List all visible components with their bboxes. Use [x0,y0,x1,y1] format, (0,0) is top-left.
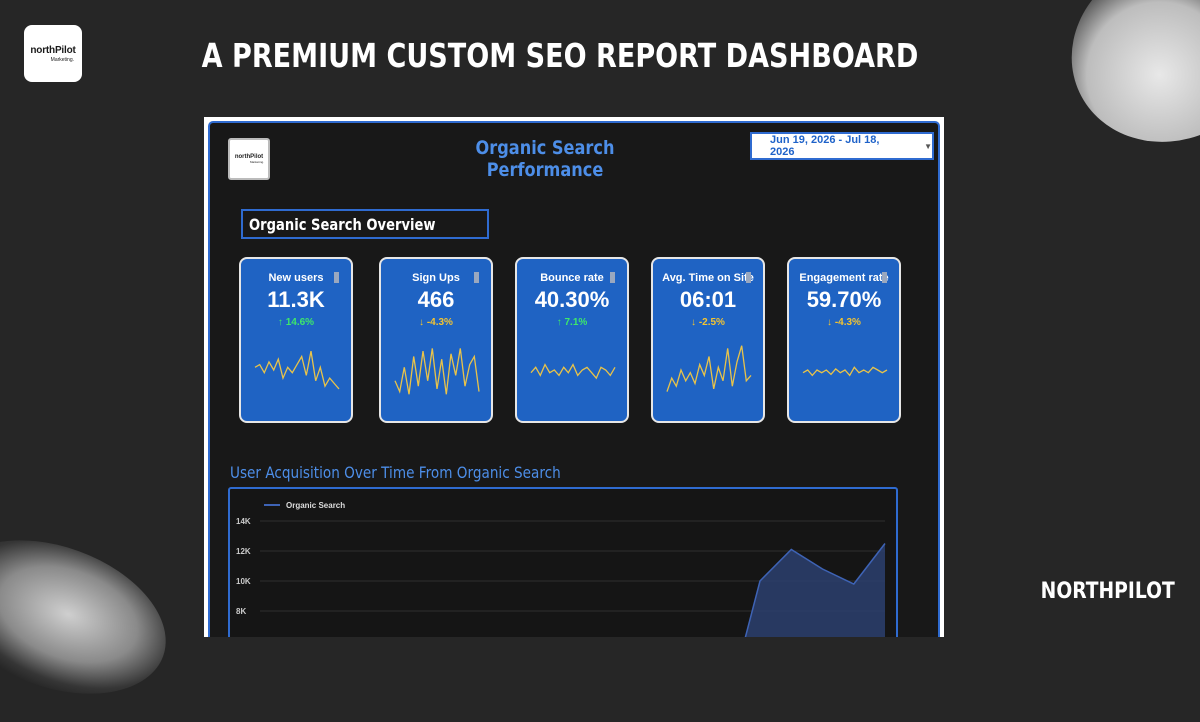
dashboard-logo-line2: Marketing. [249,160,264,164]
chart-title: User Acquisition Over Time From Organic … [230,463,561,482]
logo-line1: northPilot [30,44,76,56]
kpi-delta: ↑ 14.6% [277,317,315,328]
kpi-value: 06:01 [679,287,737,312]
y-tick-label: 8K [236,607,246,616]
date-range-label: Jun 19, 2026 - Jul 18, 2026 [770,134,880,158]
kpi-card[interactable]: New users 11.3K ↑ 14.6% [239,257,353,423]
kpi-card[interactable]: Avg. Time on Site 06:01 ↓ -2.5% [651,257,765,423]
kpi-card[interactable]: Bounce rate 40.30% ↑ 7.1% [515,257,629,423]
y-tick-label: 14K [236,517,251,526]
kpi-value: 40.30% [534,287,610,312]
sparkline-line [394,348,480,395]
kpi-menu-icon[interactable] [746,272,751,283]
decorative-shape-top-right [1041,0,1200,174]
kpi-label: Bounce rate [540,272,604,284]
brand-logo: northPilot Marketing. [24,25,82,82]
kpi-delta: ↓ -4.3% [827,317,861,328]
kpi-value: 59.70% [806,287,882,312]
logo-line2: Marketing. [50,56,74,63]
sparkline-line [530,363,616,380]
section-title: Organic Search Overview [241,209,489,239]
kpi-menu-icon[interactable] [474,272,479,283]
y-tick-label: 12K [236,547,251,556]
series-line [744,543,886,637]
kpi-card[interactable]: Sign Ups 466 ↓ -4.3% [379,257,493,423]
series-area [745,543,885,637]
kpi-delta: ↓ -4.3% [419,317,453,328]
sparkline-line [254,350,340,390]
decorative-shape-bottom-left [0,511,188,722]
kpi-sparkline [254,350,340,390]
page-headline: A PREMIUM CUSTOM SEO REPORT DASHBOARD [201,36,919,75]
dashboard-logo: northPilot Marketing. [228,138,270,180]
kpi-label: Avg. Time on Site [662,272,754,284]
y-tick-label: 10K [236,577,251,586]
acquisition-chart: Organic Search 14K 12K 10K 8K [228,487,898,637]
date-range-picker[interactable]: Jun 19, 2026 - Jul 18, 2026 ▼ [750,132,934,160]
section-title-text: Organic Search Overview [249,214,436,234]
sparkline-line [802,366,888,377]
dashboard-panel: northPilot Marketing. Organic Search Per… [208,121,940,637]
kpi-label: New users [268,272,324,284]
kpi-menu-icon[interactable] [610,272,615,283]
acquisition-chart-svg: Organic Search 14K 12K 10K 8K [236,501,886,637]
dashboard-frame: northPilot Marketing. Organic Search Per… [204,117,944,637]
legend-label: Organic Search [286,501,345,510]
kpi-value: 466 [417,287,455,312]
kpi-menu-icon[interactable] [334,272,339,283]
brand-footer: NORTHPILOT [1040,579,1175,604]
dashboard-title: Organic Search Performance [475,137,615,181]
kpi-sparkline [666,345,752,392]
kpi-delta: ↓ -2.5% [691,317,725,328]
kpi-card[interactable]: Engagement rate 59.70% ↓ -4.3% [787,257,901,423]
kpi-value: 11.3K [267,287,325,312]
kpi-label: Engagement rate [799,272,889,284]
kpi-sparkline [530,363,616,380]
sparkline-line [666,345,752,392]
chevron-down-icon: ▼ [924,141,932,151]
kpi-menu-icon[interactable] [882,272,887,283]
dashboard-logo-line1: northPilot [234,154,264,160]
kpi-label: Sign Ups [412,272,460,284]
kpi-sparkline [802,366,888,377]
kpi-delta: ↑ 7.1% [556,317,588,328]
kpi-sparkline [394,348,480,395]
